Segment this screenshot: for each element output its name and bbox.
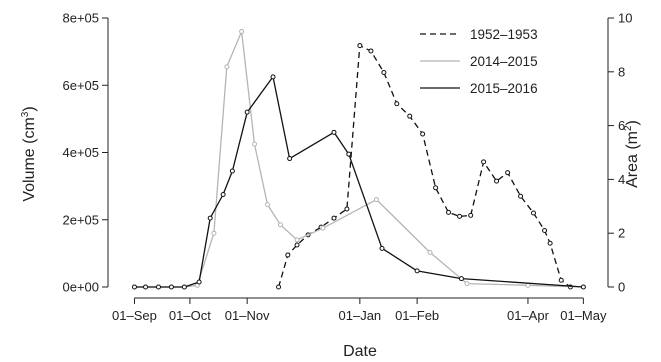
x-tick-label: 01–Apr: [507, 308, 550, 323]
y-left-tick-label: 6e+05: [62, 78, 99, 93]
series-line: [277, 44, 571, 288]
data-point: [294, 242, 300, 248]
y-right-tick-label: 0: [618, 280, 625, 295]
axes-layer: 0e+00 2e+05 4e+05 6e+05 8e+05 0 2 4 6 8 10 01–Sep 01…: [62, 11, 632, 324]
legend-label: 1952–1953: [470, 27, 538, 42]
x-tick-label: 01–Oct: [169, 308, 211, 323]
data-point: [155, 284, 161, 290]
x-axis-title: Date: [343, 343, 377, 360]
x-tick-label: 01–Nov: [225, 308, 270, 323]
data-point: [407, 113, 413, 119]
data-point: [244, 109, 250, 115]
series-layer: [131, 28, 586, 290]
data-point: [464, 281, 470, 287]
data-point: [505, 170, 511, 176]
y-right-tick-label: 8: [618, 64, 625, 79]
x-tick-label: 01–Feb: [395, 308, 439, 323]
data-point: [357, 43, 363, 49]
data-point: [252, 141, 258, 147]
data-point: [131, 284, 137, 290]
data-point: [457, 213, 463, 219]
data-point: [458, 276, 464, 282]
data-point: [433, 185, 439, 191]
data-point: [446, 209, 452, 215]
data-point: [276, 284, 282, 290]
data-point: [494, 178, 500, 184]
data-point: [220, 192, 226, 198]
y-left-tick-label: 2e+05: [62, 212, 99, 227]
data-point: [542, 228, 548, 234]
y-right-tick-label: 10: [618, 11, 632, 26]
data-point: [558, 277, 564, 283]
data-point: [468, 212, 474, 218]
y-axis-right-title: Area (m2): [623, 120, 641, 188]
data-point: [580, 284, 586, 290]
legend: 1952–1953 2014–2015 2015–2016: [420, 27, 538, 96]
y-left-tick-label: 8e+05: [62, 11, 99, 26]
data-point: [394, 101, 400, 107]
data-point: [373, 197, 379, 203]
data-point: [331, 129, 337, 135]
y-right-tick-label: 6: [618, 118, 625, 133]
data-point: [277, 222, 283, 228]
x-tick-label: 01–Sep: [112, 308, 157, 323]
data-point: [518, 193, 524, 199]
y-left-tick-label: 0e+00: [62, 280, 99, 295]
data-point: [420, 131, 426, 137]
data-point: [224, 64, 230, 70]
data-point: [368, 48, 374, 54]
data-point: [264, 202, 270, 208]
data-point: [481, 159, 487, 165]
data-point: [427, 249, 433, 255]
y-right-tick-label: 2: [618, 226, 625, 241]
x-tick-label: 01–Jan: [339, 308, 382, 323]
data-point: [346, 151, 352, 157]
y-left-tick-label: 4e+05: [62, 145, 99, 160]
data-point: [285, 252, 291, 258]
data-point: [331, 215, 337, 221]
series-3: [131, 74, 586, 290]
series-1: [276, 43, 573, 290]
data-point: [547, 240, 553, 246]
y-axis-left-title: Volume (cm3): [20, 106, 38, 201]
data-point: [239, 28, 245, 34]
data-point: [196, 279, 202, 285]
data-point: [211, 230, 217, 236]
data-point: [379, 245, 385, 251]
x-tick-label: 01–May: [560, 308, 607, 323]
series-line: [134, 76, 584, 288]
legend-label: 2014–2015: [470, 54, 538, 69]
data-point: [143, 284, 149, 290]
data-point: [181, 284, 187, 290]
data-point: [344, 206, 350, 212]
data-point: [168, 284, 174, 290]
data-point: [414, 268, 420, 274]
data-point: [294, 237, 300, 243]
data-point: [530, 210, 536, 216]
legend-label: 2015–2016: [470, 81, 538, 96]
data-point: [287, 156, 293, 162]
y-right-tick-label: 4: [618, 172, 625, 187]
series-line: [134, 30, 584, 288]
data-point: [320, 225, 326, 231]
data-point: [229, 168, 235, 174]
data-point: [270, 74, 276, 80]
data-point: [207, 215, 213, 221]
data-point: [381, 69, 387, 75]
